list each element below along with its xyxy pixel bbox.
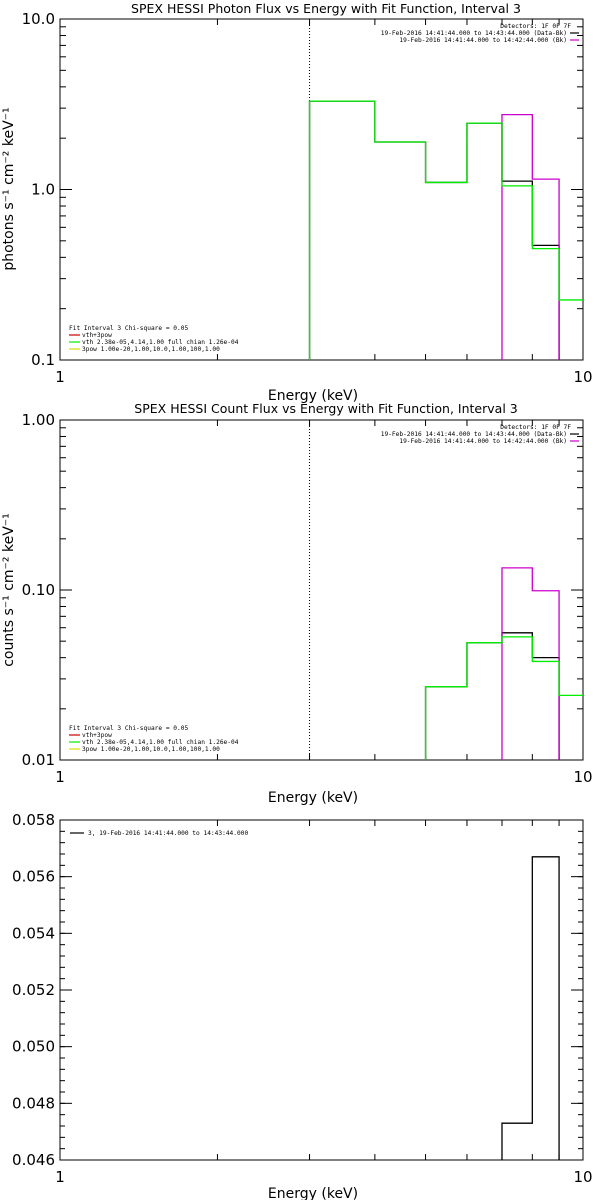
x-tick-label: 1: [55, 768, 65, 786]
series-2-line: [308, 100, 583, 360]
legend-entry: 19-Feb-2016 14:41:44.000 to 14:43:44.000…: [381, 431, 567, 438]
y-tick-label: 1.00: [22, 411, 55, 429]
y-tick-label: 0.050: [12, 1038, 55, 1056]
fit-legend-entry: 3pow 1.00e-20,1.00,10.0,1.00,100,1.00: [82, 746, 220, 753]
x-tick-label: 10: [573, 1168, 592, 1186]
series-0-line: [308, 100, 560, 360]
y-tick-label: 0.054: [12, 924, 55, 942]
legend-header: Detectors: 1F 0F 7F: [500, 424, 571, 431]
fit-legend-entry: vth 2.38e-05,4.14,1.00 full chian 1.26e-…: [82, 739, 239, 746]
fit-legend-entry: vth+3pow: [82, 732, 112, 739]
x-tick-label: 10: [573, 368, 592, 386]
y-tick-label: 0.052: [12, 981, 55, 999]
legend-entry: 19-Feb-2016 14:41:44.000 to 14:42:44.000…: [399, 438, 567, 445]
count-plot-frame: [59, 419, 584, 761]
y-tick-label: 0.048: [12, 1094, 55, 1112]
count-y-axis-label: counts s⁻¹ cm⁻² keV⁻¹: [1, 513, 17, 667]
legend-header: Detectors: 1F 0F 7F: [500, 23, 571, 30]
count-x-axis-label: Energy (keV): [268, 790, 358, 806]
x-tick-label: 1: [55, 1168, 65, 1186]
y-tick-label: 1.0: [31, 181, 55, 199]
x-tick-label: 10: [573, 768, 592, 786]
y-tick-label: 0.1: [31, 351, 55, 369]
y-tick-label: 10.0: [22, 10, 55, 28]
normalized-plot-frame: [59, 819, 584, 1161]
fit-legend-entry: vth+3pow: [82, 332, 112, 339]
photon-x-axis-label: Energy (keV): [268, 388, 358, 404]
series-2-line: [424, 636, 583, 760]
legend-entry: 3, 19-Feb-2016 14:41:44.000 to 14:43:44.…: [88, 830, 248, 837]
y-tick-label: 0.056: [12, 868, 55, 886]
fit-legend-header: Fit Interval 3 Chi-square = 0.05: [69, 725, 188, 732]
photon-chart-title: SPEX HESSI Photon Flux vs Energy with Fi…: [131, 1, 521, 16]
count-flux-panel: SPEX HESSI Count Flux vs Energy with Fit…: [1, 401, 593, 806]
normalized-x-axis-label: Energy (keV): [268, 1186, 358, 1200]
normalized-panel: 0.046 0.048 0.050 0.052 0.054 0.056 0.058 1 10 3,…: [12, 811, 593, 1200]
legend-entry: 19-Feb-2016 14:41:44.000 to 14:42:44.000…: [399, 37, 567, 44]
y-tick-label: 0.10: [22, 581, 55, 599]
y-tick-label: 0.058: [12, 811, 55, 829]
count-chart-title: SPEX HESSI Count Flux vs Energy with Fit…: [134, 401, 517, 416]
series-1-line: [501, 567, 560, 760]
photon-y-axis-label: photons s⁻¹ cm⁻² keV⁻¹: [1, 107, 17, 270]
series-0-line: [501, 856, 560, 1160]
photon-flux-panel: SPEX HESSI Photon Flux vs Energy with Fi…: [1, 1, 593, 404]
fit-legend-entry: vth 2.38e-05,4.14,1.00 full chian 1.26e-…: [82, 339, 239, 346]
photon-plot-frame: [59, 18, 584, 361]
y-tick-label: 0.01: [22, 751, 55, 769]
fit-legend-header: Fit Interval 3 Chi-square = 0.05: [69, 325, 188, 332]
fit-legend-entry: 3pow 1.00e-20,1.00,10.0,1.00,100,1.00: [82, 346, 220, 353]
y-tick-label: 0.046: [12, 1151, 55, 1169]
series-0-line: [424, 632, 560, 760]
x-tick-label: 1: [55, 368, 65, 386]
series-1-line: [501, 113, 560, 360]
legend-entry: 19-Feb-2016 14:41:44.000 to 14:43:44.000…: [381, 30, 567, 37]
